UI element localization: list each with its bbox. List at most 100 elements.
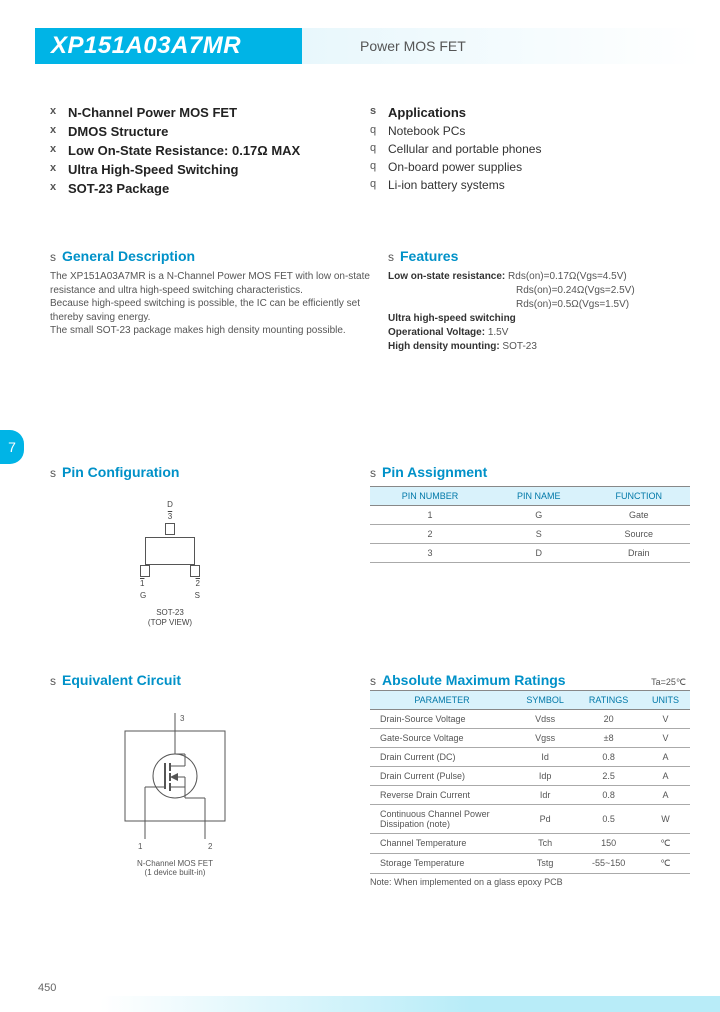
key-feature-line: xDMOS Structure — [50, 124, 370, 139]
table-cell: Channel Temperature — [370, 833, 514, 853]
general-desc-heading: sGeneral Description — [50, 248, 370, 264]
eq-pin3-label: 3 — [180, 714, 185, 723]
table-row: 3DDrain — [370, 544, 690, 563]
table-cell: 2 — [370, 525, 490, 544]
table-header: RATINGS — [576, 690, 641, 709]
pin-name-g: G — [140, 591, 146, 601]
table-cell: 2.5 — [576, 766, 641, 785]
abs-max-header-row: PARAMETERSYMBOLRATINGSUNITS — [370, 690, 690, 709]
table-header: FUNCTION — [587, 487, 690, 506]
pin-top-name: D — [100, 500, 240, 510]
bullet-s: s — [370, 105, 388, 120]
applications-col: s Applications qNotebook PCsqCellular an… — [370, 105, 690, 200]
feature-line: Rds(on)=0.24Ω(Vgs=2.5V) — [388, 284, 690, 298]
key-feature-text: SOT-23 Package — [68, 181, 169, 196]
eq-circuit-heading: sEquivalent Circuit — [50, 672, 370, 688]
bullet-q: q — [370, 160, 388, 174]
table-cell: 20 — [576, 709, 641, 728]
content-area: xN-Channel Power MOS FETxDMOS Structurex… — [50, 105, 690, 887]
title-bar: XP151A03A7MR Power MOS FET — [35, 28, 702, 64]
table-cell: Gate — [587, 506, 690, 525]
table-cell: 1 — [370, 506, 490, 525]
table-cell: ℃ — [641, 853, 690, 873]
key-feature-text: Low On-State Resistance: 0.17Ω MAX — [68, 143, 300, 158]
table-header: PARAMETER — [370, 690, 514, 709]
table-cell: V — [641, 728, 690, 747]
table-row: Drain-Source VoltageVdss20V — [370, 709, 690, 728]
table-row: Channel TemperatureTch150℃ — [370, 833, 690, 853]
table-header: SYMBOL — [514, 690, 576, 709]
application-line: qLi-ion battery systems — [370, 178, 690, 192]
eq-pin2-label: 2 — [208, 842, 213, 851]
key-feature-text: DMOS Structure — [68, 124, 168, 139]
table-row: Storage TemperatureTstg-55~150℃ — [370, 853, 690, 873]
pin-config-diagram: D 3 1 2 G S SOT-23 (TOP VIEW) — [100, 500, 240, 628]
key-features-col: xN-Channel Power MOS FETxDMOS Structurex… — [50, 105, 370, 200]
pin-config-heading: sPin Configuration — [50, 464, 370, 480]
table-row: Gate-Source VoltageVgss±8V — [370, 728, 690, 747]
pin-pad-1 — [140, 565, 150, 577]
table-cell: Drain Current (DC) — [370, 747, 514, 766]
applications-heading: s Applications — [370, 105, 690, 120]
pin-config-title: Pin Configuration — [62, 464, 179, 480]
side-tab-num: 7 — [8, 439, 16, 455]
application-line: qOn-board power supplies — [370, 160, 690, 174]
table-cell: 0.8 — [576, 747, 641, 766]
table-cell: Id — [514, 747, 576, 766]
pin-caption-l2: (TOP VIEW) — [100, 618, 240, 628]
table-cell: Vgss — [514, 728, 576, 747]
pin-name-s: S — [195, 591, 200, 601]
eq-circuit-title: Equivalent Circuit — [62, 672, 181, 688]
part-number: XP151A03A7MR — [35, 32, 241, 60]
pin-pad-top — [165, 523, 175, 535]
key-feature-line: xSOT-23 Package — [50, 181, 370, 196]
table-row: Drain Current (Pulse)Idp2.5A — [370, 766, 690, 785]
eq-circuit-col: sEquivalent Circuit 3 1 2 — [50, 672, 370, 887]
side-tab: 7 — [0, 430, 24, 464]
features-heading: sFeatures — [388, 248, 690, 264]
table-cell: A — [641, 785, 690, 804]
abs-max-ta: Ta=25℃ — [651, 677, 690, 688]
pin-bottom-pads — [140, 565, 200, 577]
abs-max-title: Absolute Maximum Ratings — [382, 672, 566, 688]
table-cell: ℃ — [641, 833, 690, 853]
application-text: On-board power supplies — [388, 160, 522, 174]
bullet-q: q — [370, 124, 388, 138]
application-text: Cellular and portable phones — [388, 142, 541, 156]
eq-circuit-diagram: 3 1 2 — [90, 713, 260, 877]
general-desc-title: General Description — [62, 248, 195, 264]
eq-pin1-label: 1 — [138, 842, 143, 851]
features-col: sFeatures Low on-state resistance: Rds(o… — [370, 248, 690, 354]
page-number: 450 — [38, 982, 56, 994]
key-feature-text: Ultra High-Speed Switching — [68, 162, 238, 177]
abs-max-note: Note: When implemented on a glass epoxy … — [370, 874, 690, 887]
eq-caption: N-Channel MOS FET (1 device built-in) — [90, 859, 260, 877]
feature-line: High density mounting: SOT-23 — [388, 340, 690, 354]
bullet-x: x — [50, 124, 68, 139]
pin-config-col: sPin Configuration D 3 1 2 G S — [50, 464, 370, 628]
abs-max-col: sAbsolute Maximum Ratings Ta=25℃ PARAMET… — [370, 672, 690, 887]
table-cell: A — [641, 766, 690, 785]
bullet-x: x — [50, 143, 68, 158]
table-cell: S — [490, 525, 587, 544]
key-feature-line: xN-Channel Power MOS FET — [50, 105, 370, 120]
row-pins: sPin Configuration D 3 1 2 G S — [50, 464, 690, 628]
key-feature-line: xUltra High-Speed Switching — [50, 162, 370, 177]
general-desc-col: sGeneral Description The XP151A03A7MR is… — [50, 248, 370, 354]
application-line: qNotebook PCs — [370, 124, 690, 138]
table-cell: D — [490, 544, 587, 563]
general-desc-text: The XP151A03A7MR is a N-Channel Power MO… — [50, 270, 370, 338]
eq-circuit-svg: 3 1 2 — [90, 713, 260, 853]
bottom-swoosh — [100, 996, 720, 1012]
table-cell: 3 — [370, 544, 490, 563]
table-header: PIN NUMBER — [370, 487, 490, 506]
pin-assign-header-row: PIN NUMBERPIN NAMEFUNCTION — [370, 487, 690, 506]
table-row: Drain Current (DC)Id0.8A — [370, 747, 690, 766]
table-cell: Drain-Source Voltage — [370, 709, 514, 728]
table-cell: Reverse Drain Current — [370, 785, 514, 804]
table-cell: Pd — [514, 804, 576, 833]
pin-caption-l1: SOT-23 — [100, 608, 240, 618]
table-cell: 0.8 — [576, 785, 641, 804]
table-cell: A — [641, 747, 690, 766]
table-cell: Idr — [514, 785, 576, 804]
